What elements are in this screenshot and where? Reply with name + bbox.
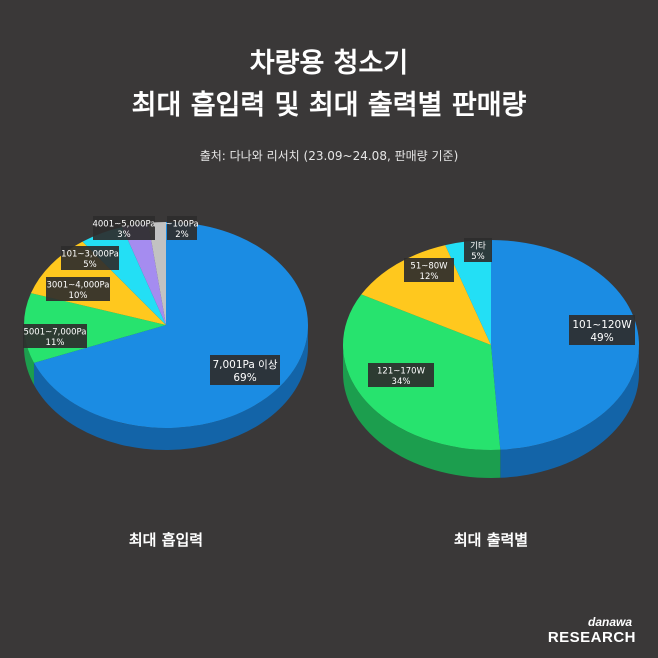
pie-label-value: 69% [233,372,256,384]
pie-slice-2-4 [445,240,491,345]
chart1-caption: 최대 흡입력 [128,531,204,549]
pie-side-1-2 [24,325,34,385]
pie-label-name: 7,001Pa 이상 [212,359,277,371]
pie-side-2-1 [500,345,639,478]
pie-label-value: 3% [117,230,131,240]
brand-logo: danawa RESEARCH [548,615,636,646]
pie-side-1-1 [33,325,308,450]
pie-label-name: 101~3,000Pa [61,250,119,260]
pie-label-value: 12% [420,272,439,282]
title-line-1: 차량용 청소기 [249,48,409,79]
pie-label-name: 5001~7,000Pa [23,328,86,338]
pie-label-name: 4001~5,000Pa [92,220,155,230]
brand-logo-bottom: RESEARCH [547,629,636,646]
pie-side-2-2 [343,345,501,479]
pie-label-value: 10% [69,291,88,301]
pie-label-2-4: 기타5% [464,238,492,262]
pie-label-name: 51~80W [410,262,448,272]
pie-label-value: 5% [83,260,97,270]
pie-label-value: 49% [590,332,613,344]
pie-slice-2-1 [491,240,640,450]
title-line-2: 최대 흡입력 및 최대 출력별 판매량 [131,90,527,121]
pie-label-value: 5% [471,252,485,262]
pie-slice-2-3 [361,245,491,345]
pie-label-value: 34% [392,377,411,387]
pie-slice-1-6 [148,222,166,325]
pie-label-name: 기타 [470,242,486,252]
brand-logo-top: danawa [587,615,632,629]
pie-label-name: ~100Pa [165,220,198,230]
pie-label-value: 11% [46,338,65,348]
pie-label-name: 3001~4,000Pa [46,281,109,291]
pie-label-name: 121~170W [377,367,426,377]
source-note: 출처: 다나와 리서치 (23.09~24.08, 판매량 기준) [199,149,459,163]
pie-label-value: 2% [175,230,189,240]
pie-label-name: 101~120W [572,319,632,331]
chart2-caption: 최대 출력별 [453,531,529,549]
pie-slice-1-5 [122,222,166,325]
